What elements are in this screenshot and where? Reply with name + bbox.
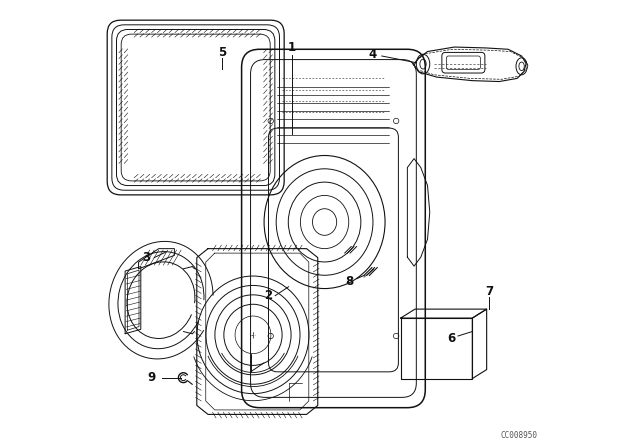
Text: 7: 7 — [485, 284, 493, 298]
Text: 5: 5 — [218, 46, 227, 60]
Text: 1: 1 — [288, 41, 296, 55]
Text: CC008950: CC008950 — [500, 431, 538, 440]
Text: 8: 8 — [345, 275, 353, 288]
Text: 3: 3 — [143, 251, 150, 264]
Text: 9: 9 — [148, 371, 156, 384]
Text: 2: 2 — [264, 289, 273, 302]
Text: 4: 4 — [369, 48, 377, 61]
Text: 6: 6 — [447, 332, 456, 345]
